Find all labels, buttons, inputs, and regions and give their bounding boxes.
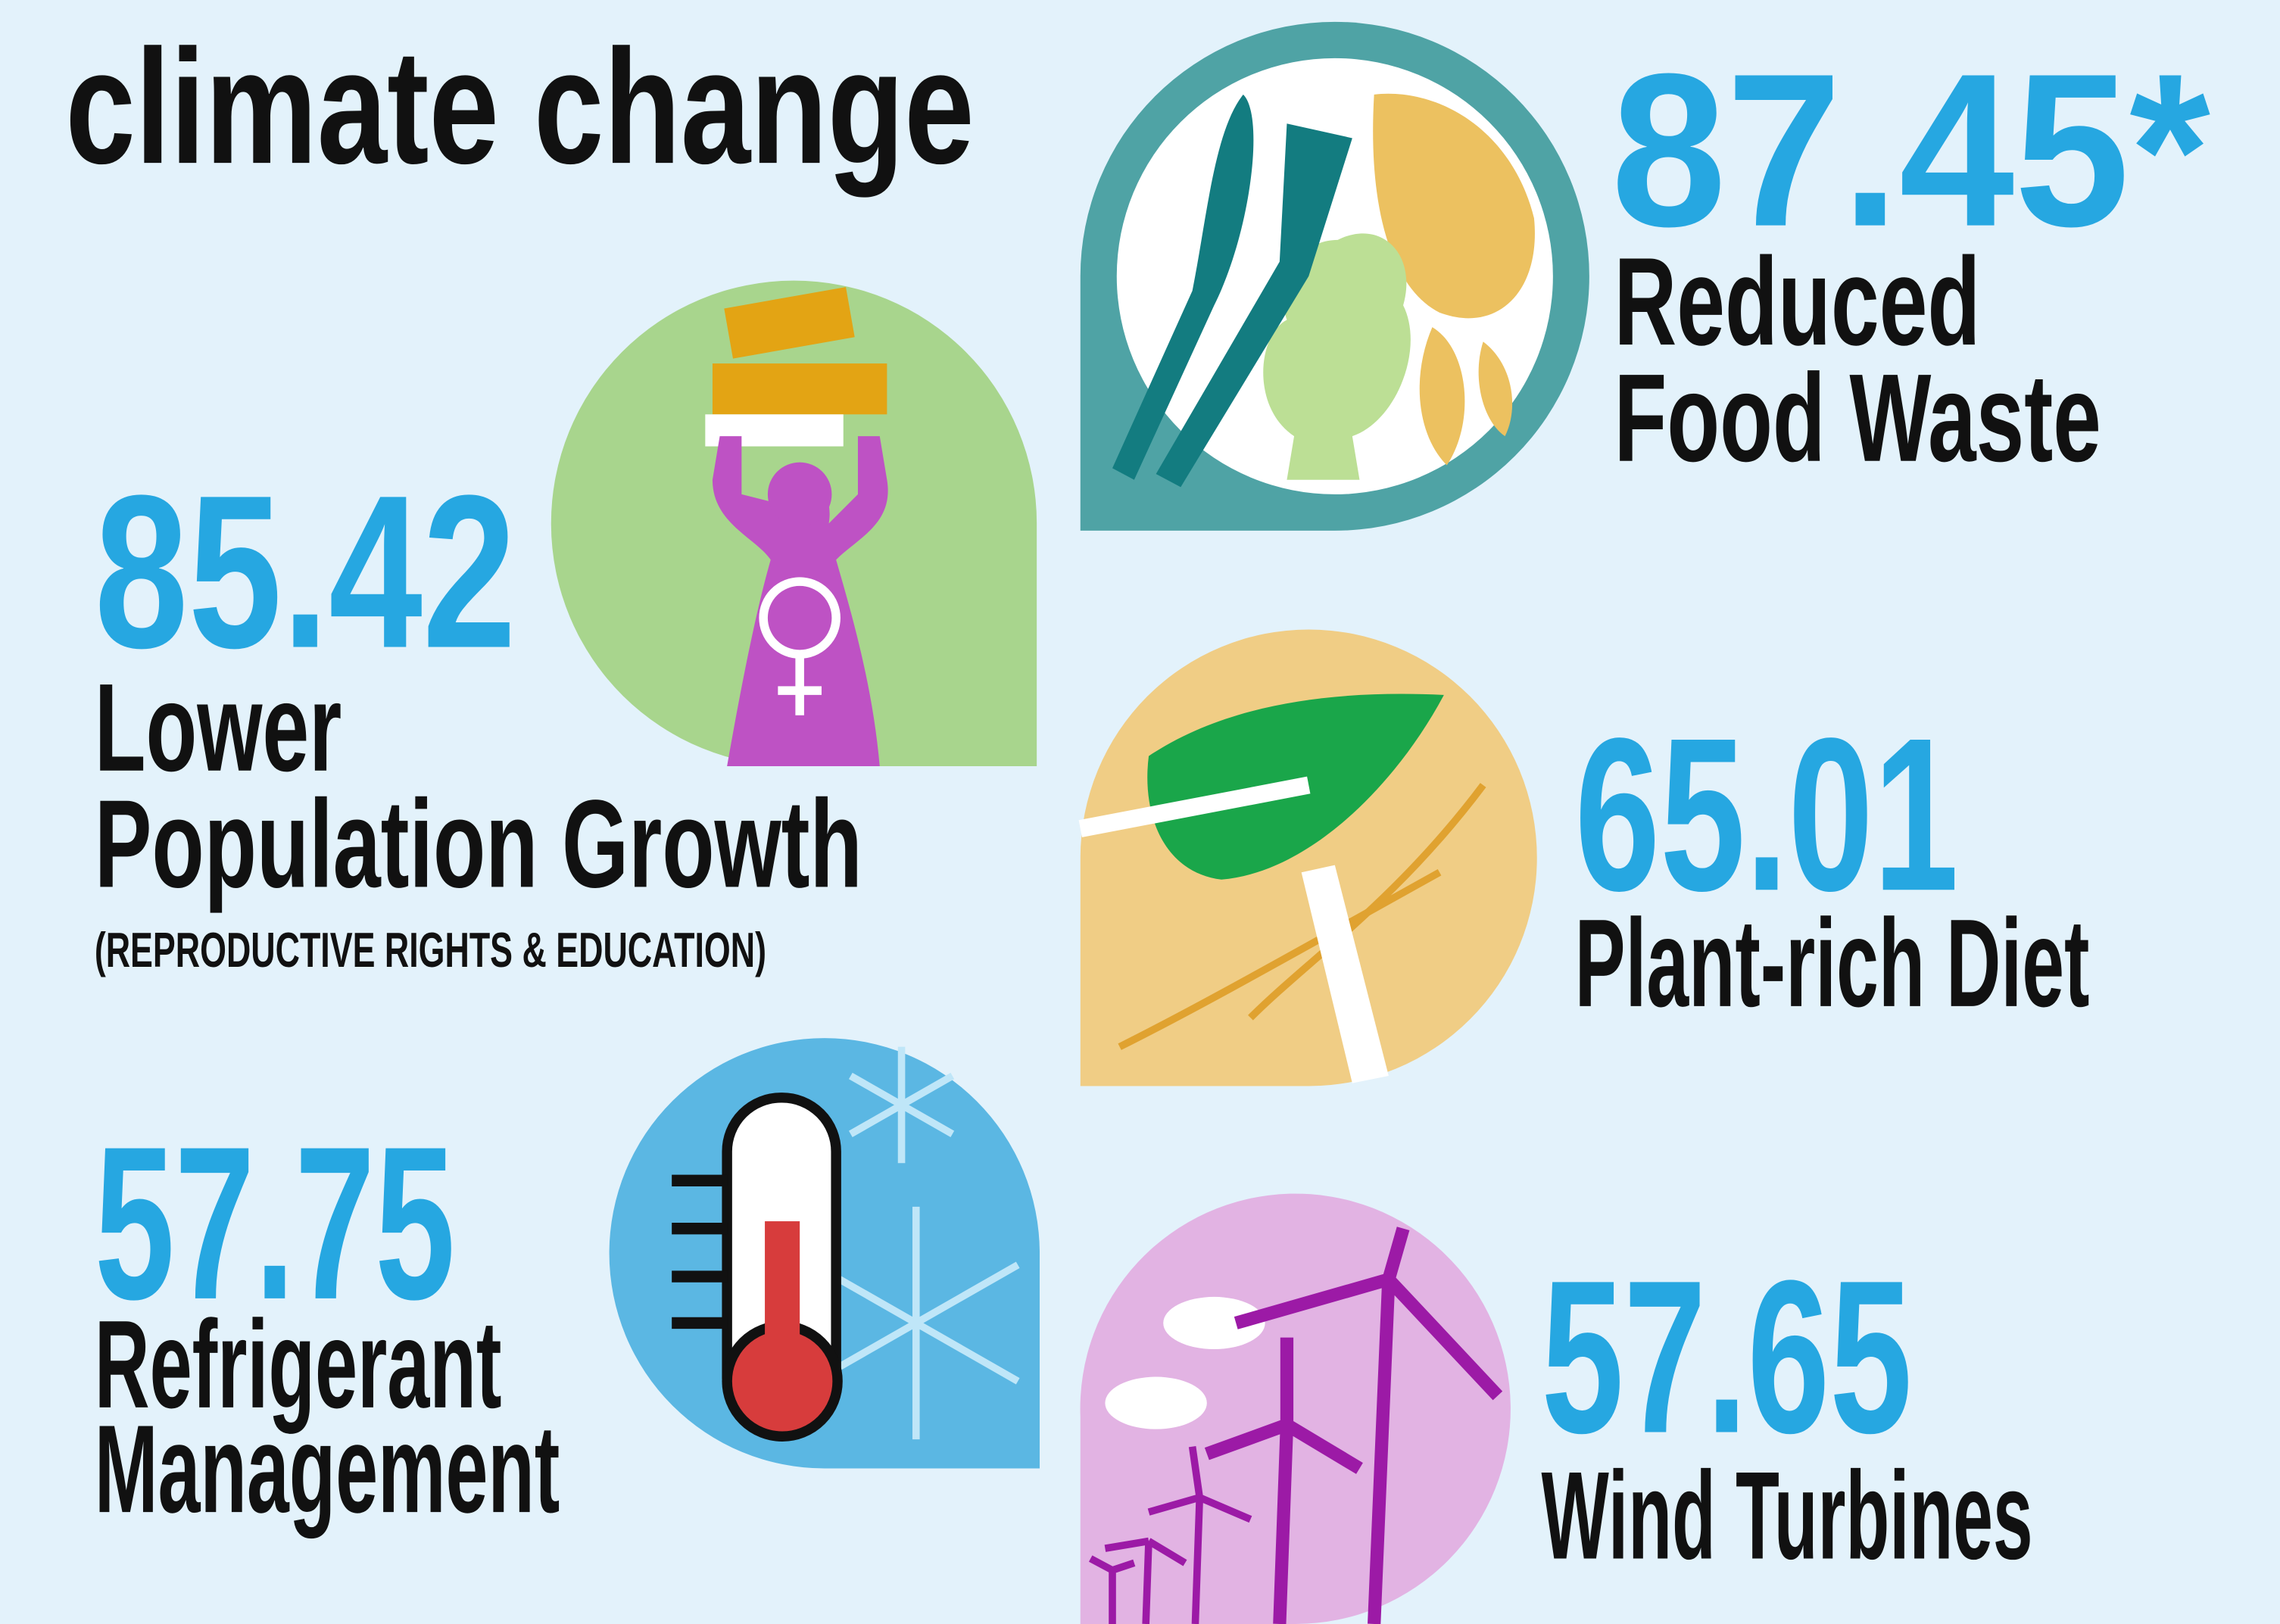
infographic: climate change: [0, 0, 2280, 1624]
label: Plant-rich Diet: [1575, 893, 2090, 1033]
food-waste-icon: [1081, 22, 1589, 531]
label: Food Waste: [1614, 348, 2101, 488]
value: 57.65: [1541, 1235, 1912, 1479]
refrigerant-icon: [610, 1038, 1040, 1468]
label: Management: [95, 1399, 560, 1538]
wind-turbines-icon: [1081, 1194, 1511, 1624]
title: climate change: [65, 15, 974, 198]
label: Wind Turbines: [1541, 1446, 2032, 1585]
plant-diet-icon: [1081, 630, 1537, 1086]
label: Population Growth: [95, 774, 862, 913]
note: (REPRODUCTIVE RIGHTS & EDUCATION): [95, 922, 766, 977]
population-icon: [551, 281, 1037, 766]
